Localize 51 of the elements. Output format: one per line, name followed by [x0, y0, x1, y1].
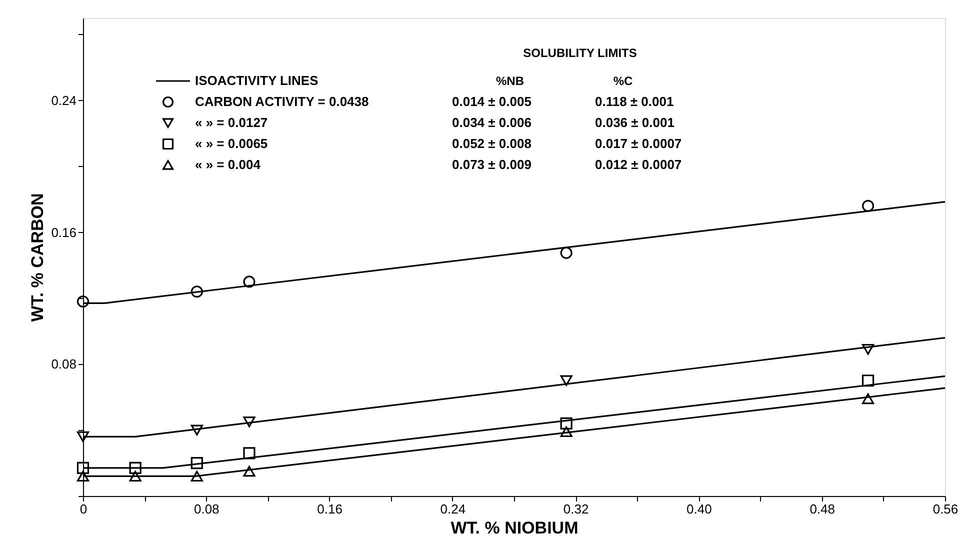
point [560, 375, 572, 386]
point [862, 200, 874, 212]
point [862, 344, 874, 355]
annotation: %NB [496, 74, 524, 88]
legend-label: CARBON ACTIVITY = 0.0438 [195, 94, 369, 109]
point [190, 456, 203, 470]
point [76, 462, 90, 474]
x-tick-label: 0.56 [932, 502, 958, 516]
x-tick-label: 0.40 [686, 502, 712, 516]
point [243, 466, 256, 477]
annotation: 0.052 ± 0.008 [452, 136, 532, 151]
annotation: 0.014 ± 0.005 [452, 94, 532, 109]
point [190, 470, 203, 482]
annotation: 0.073 ± 0.009 [452, 157, 532, 172]
annotation: SOLUBILITY LIMITS [523, 46, 637, 60]
x-tick-label: 0.32 [563, 502, 589, 516]
point [243, 276, 256, 288]
annotation: 0.036 ± 0.001 [595, 115, 674, 130]
point [243, 416, 256, 428]
x-tick-label: 0.24 [440, 502, 466, 516]
point [560, 426, 572, 438]
y-tick-label: 0.24 [51, 92, 76, 108]
legend-label: ISOACTIVITY LINES [195, 73, 319, 88]
point [190, 424, 203, 436]
point [862, 374, 874, 387]
point [76, 431, 90, 442]
x-tick-label: 0.16 [317, 502, 342, 516]
annotation: 0.118 ± 0.001 [595, 94, 674, 109]
y-tick-label: 0.16 [51, 224, 76, 240]
x-axis-title: WT. % NIOBIUM [450, 518, 578, 538]
point [560, 417, 572, 430]
point [129, 462, 142, 474]
annotation: %C [613, 74, 633, 88]
annotation: 0.034 ± 0.006 [452, 115, 532, 130]
point [76, 470, 90, 482]
point [76, 295, 90, 308]
point [862, 393, 874, 404]
y-tick-label: 0.08 [51, 356, 76, 372]
legend-label: « » = 0.0127 [195, 115, 268, 130]
annotation: 0.017 ± 0.0007 [595, 136, 682, 151]
legend-label: « » = 0.0065 [195, 136, 268, 151]
x-tick-label: 0.08 [194, 502, 220, 516]
point [243, 447, 256, 460]
point [190, 286, 203, 298]
legend-label: « » = 0.004 [195, 157, 262, 172]
y-axis-title: WT. % CARBON [28, 193, 48, 322]
x-tick-label: 0.48 [810, 502, 836, 516]
point [129, 470, 142, 482]
x-tick-label: 0 [80, 502, 88, 516]
annotation: 0.012 ± 0.0007 [595, 157, 682, 172]
point [560, 246, 572, 259]
